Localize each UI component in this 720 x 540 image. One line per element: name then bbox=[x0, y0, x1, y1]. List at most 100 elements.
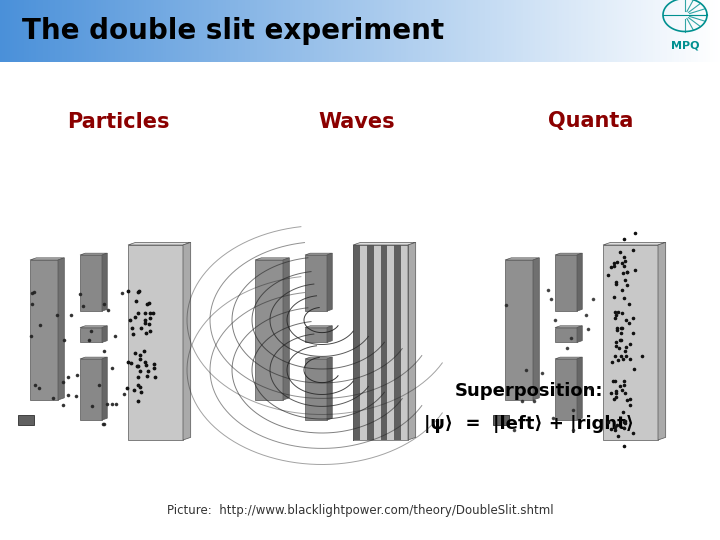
Bar bbox=[173, 0, 175, 62]
Bar bbox=[432, 0, 434, 62]
Polygon shape bbox=[128, 245, 183, 440]
Bar bbox=[36, 0, 38, 62]
Point bbox=[58, 335, 70, 344]
Point bbox=[629, 266, 641, 274]
Bar bbox=[571, 0, 574, 62]
Bar bbox=[91, 0, 94, 62]
Bar bbox=[576, 0, 578, 62]
Point bbox=[619, 418, 631, 427]
Bar bbox=[382, 0, 384, 62]
Bar bbox=[228, 0, 230, 62]
Bar bbox=[338, 0, 341, 62]
Point bbox=[132, 397, 143, 406]
Bar bbox=[130, 0, 132, 62]
Bar bbox=[29, 0, 31, 62]
Bar bbox=[106, 0, 108, 62]
Bar bbox=[94, 0, 96, 62]
Bar bbox=[86, 0, 89, 62]
Point bbox=[144, 320, 156, 329]
Text: MPQ: MPQ bbox=[671, 41, 699, 51]
Point bbox=[139, 308, 150, 317]
Bar bbox=[526, 0, 528, 62]
Bar bbox=[662, 0, 665, 62]
Point bbox=[566, 334, 577, 342]
Bar bbox=[518, 0, 521, 62]
Bar bbox=[266, 0, 269, 62]
Bar bbox=[122, 0, 125, 62]
Bar bbox=[564, 0, 567, 62]
Point bbox=[149, 373, 161, 381]
Bar bbox=[261, 0, 264, 62]
Polygon shape bbox=[360, 245, 366, 440]
Point bbox=[610, 387, 621, 395]
Point bbox=[48, 393, 59, 402]
Bar bbox=[427, 0, 430, 62]
Point bbox=[611, 278, 622, 287]
Bar bbox=[24, 0, 27, 62]
Bar bbox=[192, 0, 194, 62]
Point bbox=[624, 355, 635, 363]
Point bbox=[132, 362, 144, 370]
Bar bbox=[672, 0, 675, 62]
Bar bbox=[552, 0, 554, 62]
Point bbox=[135, 387, 147, 396]
Bar bbox=[456, 0, 459, 62]
Polygon shape bbox=[353, 245, 360, 440]
Bar bbox=[5, 0, 7, 62]
Bar bbox=[288, 0, 290, 62]
Point bbox=[110, 399, 122, 408]
Bar bbox=[533, 0, 535, 62]
Bar bbox=[377, 0, 379, 62]
Bar bbox=[540, 0, 542, 62]
Point bbox=[621, 352, 632, 360]
Bar bbox=[331, 0, 333, 62]
Point bbox=[614, 248, 626, 256]
Bar bbox=[223, 0, 225, 62]
Polygon shape bbox=[80, 253, 107, 255]
Point bbox=[148, 363, 160, 372]
Point bbox=[25, 332, 37, 341]
Bar bbox=[449, 0, 451, 62]
Polygon shape bbox=[283, 258, 289, 400]
Point bbox=[616, 259, 628, 267]
Point bbox=[614, 336, 626, 345]
Point bbox=[610, 313, 621, 322]
Point bbox=[545, 295, 557, 303]
Polygon shape bbox=[183, 242, 191, 440]
Bar bbox=[585, 0, 588, 62]
Point bbox=[617, 268, 629, 277]
Bar bbox=[578, 0, 581, 62]
Bar bbox=[326, 0, 329, 62]
Bar bbox=[99, 0, 101, 62]
Point bbox=[528, 396, 540, 405]
Bar bbox=[243, 0, 245, 62]
Point bbox=[606, 358, 618, 367]
Point bbox=[611, 338, 622, 346]
Text: |ψ⟩  =  |left⟩ + |right⟩: |ψ⟩ = |left⟩ + |right⟩ bbox=[424, 415, 634, 433]
Point bbox=[618, 408, 629, 416]
Point bbox=[613, 308, 624, 316]
Point bbox=[127, 329, 139, 338]
Point bbox=[102, 306, 114, 314]
Polygon shape bbox=[401, 245, 408, 440]
Polygon shape bbox=[408, 242, 415, 440]
Point bbox=[609, 422, 621, 431]
Bar bbox=[362, 0, 365, 62]
Point bbox=[582, 325, 594, 334]
Bar bbox=[588, 0, 590, 62]
Point bbox=[58, 401, 69, 409]
Bar bbox=[686, 0, 689, 62]
Bar bbox=[317, 0, 319, 62]
Bar bbox=[310, 0, 312, 62]
Bar bbox=[610, 0, 612, 62]
Point bbox=[620, 275, 631, 284]
Point bbox=[615, 329, 626, 338]
Bar bbox=[713, 0, 715, 62]
Point bbox=[131, 362, 143, 370]
Polygon shape bbox=[603, 242, 666, 245]
Bar bbox=[614, 0, 617, 62]
Point bbox=[536, 369, 548, 377]
Point bbox=[516, 396, 527, 405]
Bar bbox=[441, 0, 444, 62]
Bar bbox=[396, 0, 398, 62]
